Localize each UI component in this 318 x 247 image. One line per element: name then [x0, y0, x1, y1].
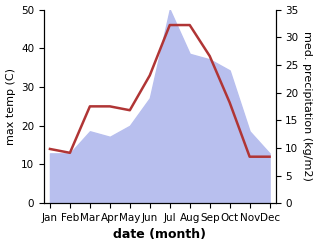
Y-axis label: med. precipitation (kg/m2): med. precipitation (kg/m2)	[302, 31, 313, 181]
X-axis label: date (month): date (month)	[113, 228, 206, 242]
Y-axis label: max temp (C): max temp (C)	[5, 68, 16, 145]
